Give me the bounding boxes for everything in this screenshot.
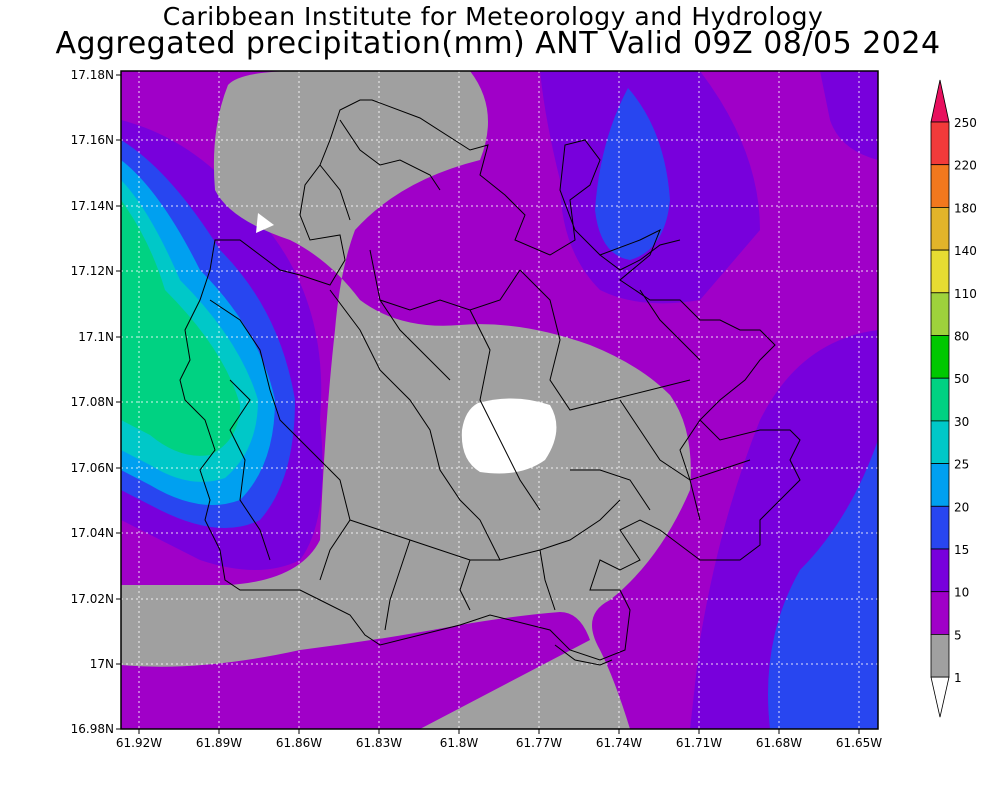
legend-swatch	[930, 634, 950, 678]
legend-swatch	[930, 335, 950, 379]
chart-title-line1: Caribbean Institute for Meteorology and …	[162, 2, 824, 31]
lon-label: 61.74W	[596, 736, 642, 750]
legend-label: 220	[954, 159, 977, 173]
legend-label: 30	[954, 415, 969, 429]
lat-label: 17.02N	[71, 592, 114, 606]
legend-swatch	[930, 548, 950, 593]
map-grid	[121, 71, 878, 729]
lat-label: 17.08N	[71, 395, 114, 409]
lon-label: 61.8W	[440, 736, 479, 750]
precipitation-field	[121, 71, 878, 729]
lat-label: 17.16N	[71, 133, 114, 147]
lat-label: 17.12N	[71, 264, 114, 278]
island-boundaries	[179, 99, 801, 666]
lat-label: 17.18N	[71, 68, 114, 82]
lat-label: 17.04N	[71, 526, 114, 540]
legend-swatch	[930, 121, 950, 166]
lon-label: 61.86W	[276, 736, 322, 750]
legend-swatch	[930, 377, 950, 422]
legend-label: 50	[954, 372, 969, 386]
legend-label: 140	[954, 244, 977, 258]
legend-swatch	[930, 591, 950, 635]
legend-label: 80	[954, 330, 969, 344]
legend-label: 10	[954, 586, 969, 600]
legend-label: 25	[954, 458, 969, 472]
lat-label: 17.06N	[71, 461, 114, 475]
lat-label: 16.98N	[71, 722, 114, 736]
legend-swatch	[930, 420, 950, 464]
antigua-coastline	[179, 99, 801, 661]
legend-label: 5	[954, 628, 962, 642]
lon-label: 61.65W	[836, 736, 882, 750]
legend-label: 110	[954, 287, 977, 301]
legend-swatch	[930, 463, 950, 507]
legend-label: 1	[954, 671, 962, 685]
legend-label: 180	[954, 201, 977, 215]
lon-label: 61.83W	[356, 736, 402, 750]
legend-label: 20	[954, 500, 969, 514]
lat-label: 17.1N	[78, 330, 114, 344]
legend-cap-top	[930, 79, 950, 123]
precipitation-legend: 250 220 180 140 110 80 50 30 25 20 15 10 5 1	[930, 79, 977, 718]
lon-label: 61.89W	[196, 736, 242, 750]
legend-swatch	[930, 206, 950, 251]
legend-swatch	[930, 292, 950, 336]
longitude-axis	[138, 729, 860, 734]
legend-label: 15	[954, 543, 969, 557]
lon-label: 61.92W	[116, 736, 162, 750]
legend-label: 250	[954, 116, 977, 130]
legend-swatch	[930, 249, 950, 294]
lat-label: 17N	[90, 657, 114, 671]
lon-label: 61.68W	[756, 736, 802, 750]
lat-label: 17.14N	[71, 199, 114, 213]
lon-label: 61.71W	[676, 736, 722, 750]
latitude-axis	[116, 74, 121, 730]
legend-cap-bottom	[930, 676, 950, 718]
chart-title-line2: Aggregated precipitation(mm) ANT Valid 0…	[55, 26, 941, 61]
lon-label: 61.77W	[516, 736, 562, 750]
legend-swatch	[930, 164, 950, 208]
map-frame	[120, 70, 879, 730]
legend-swatch	[930, 505, 950, 550]
